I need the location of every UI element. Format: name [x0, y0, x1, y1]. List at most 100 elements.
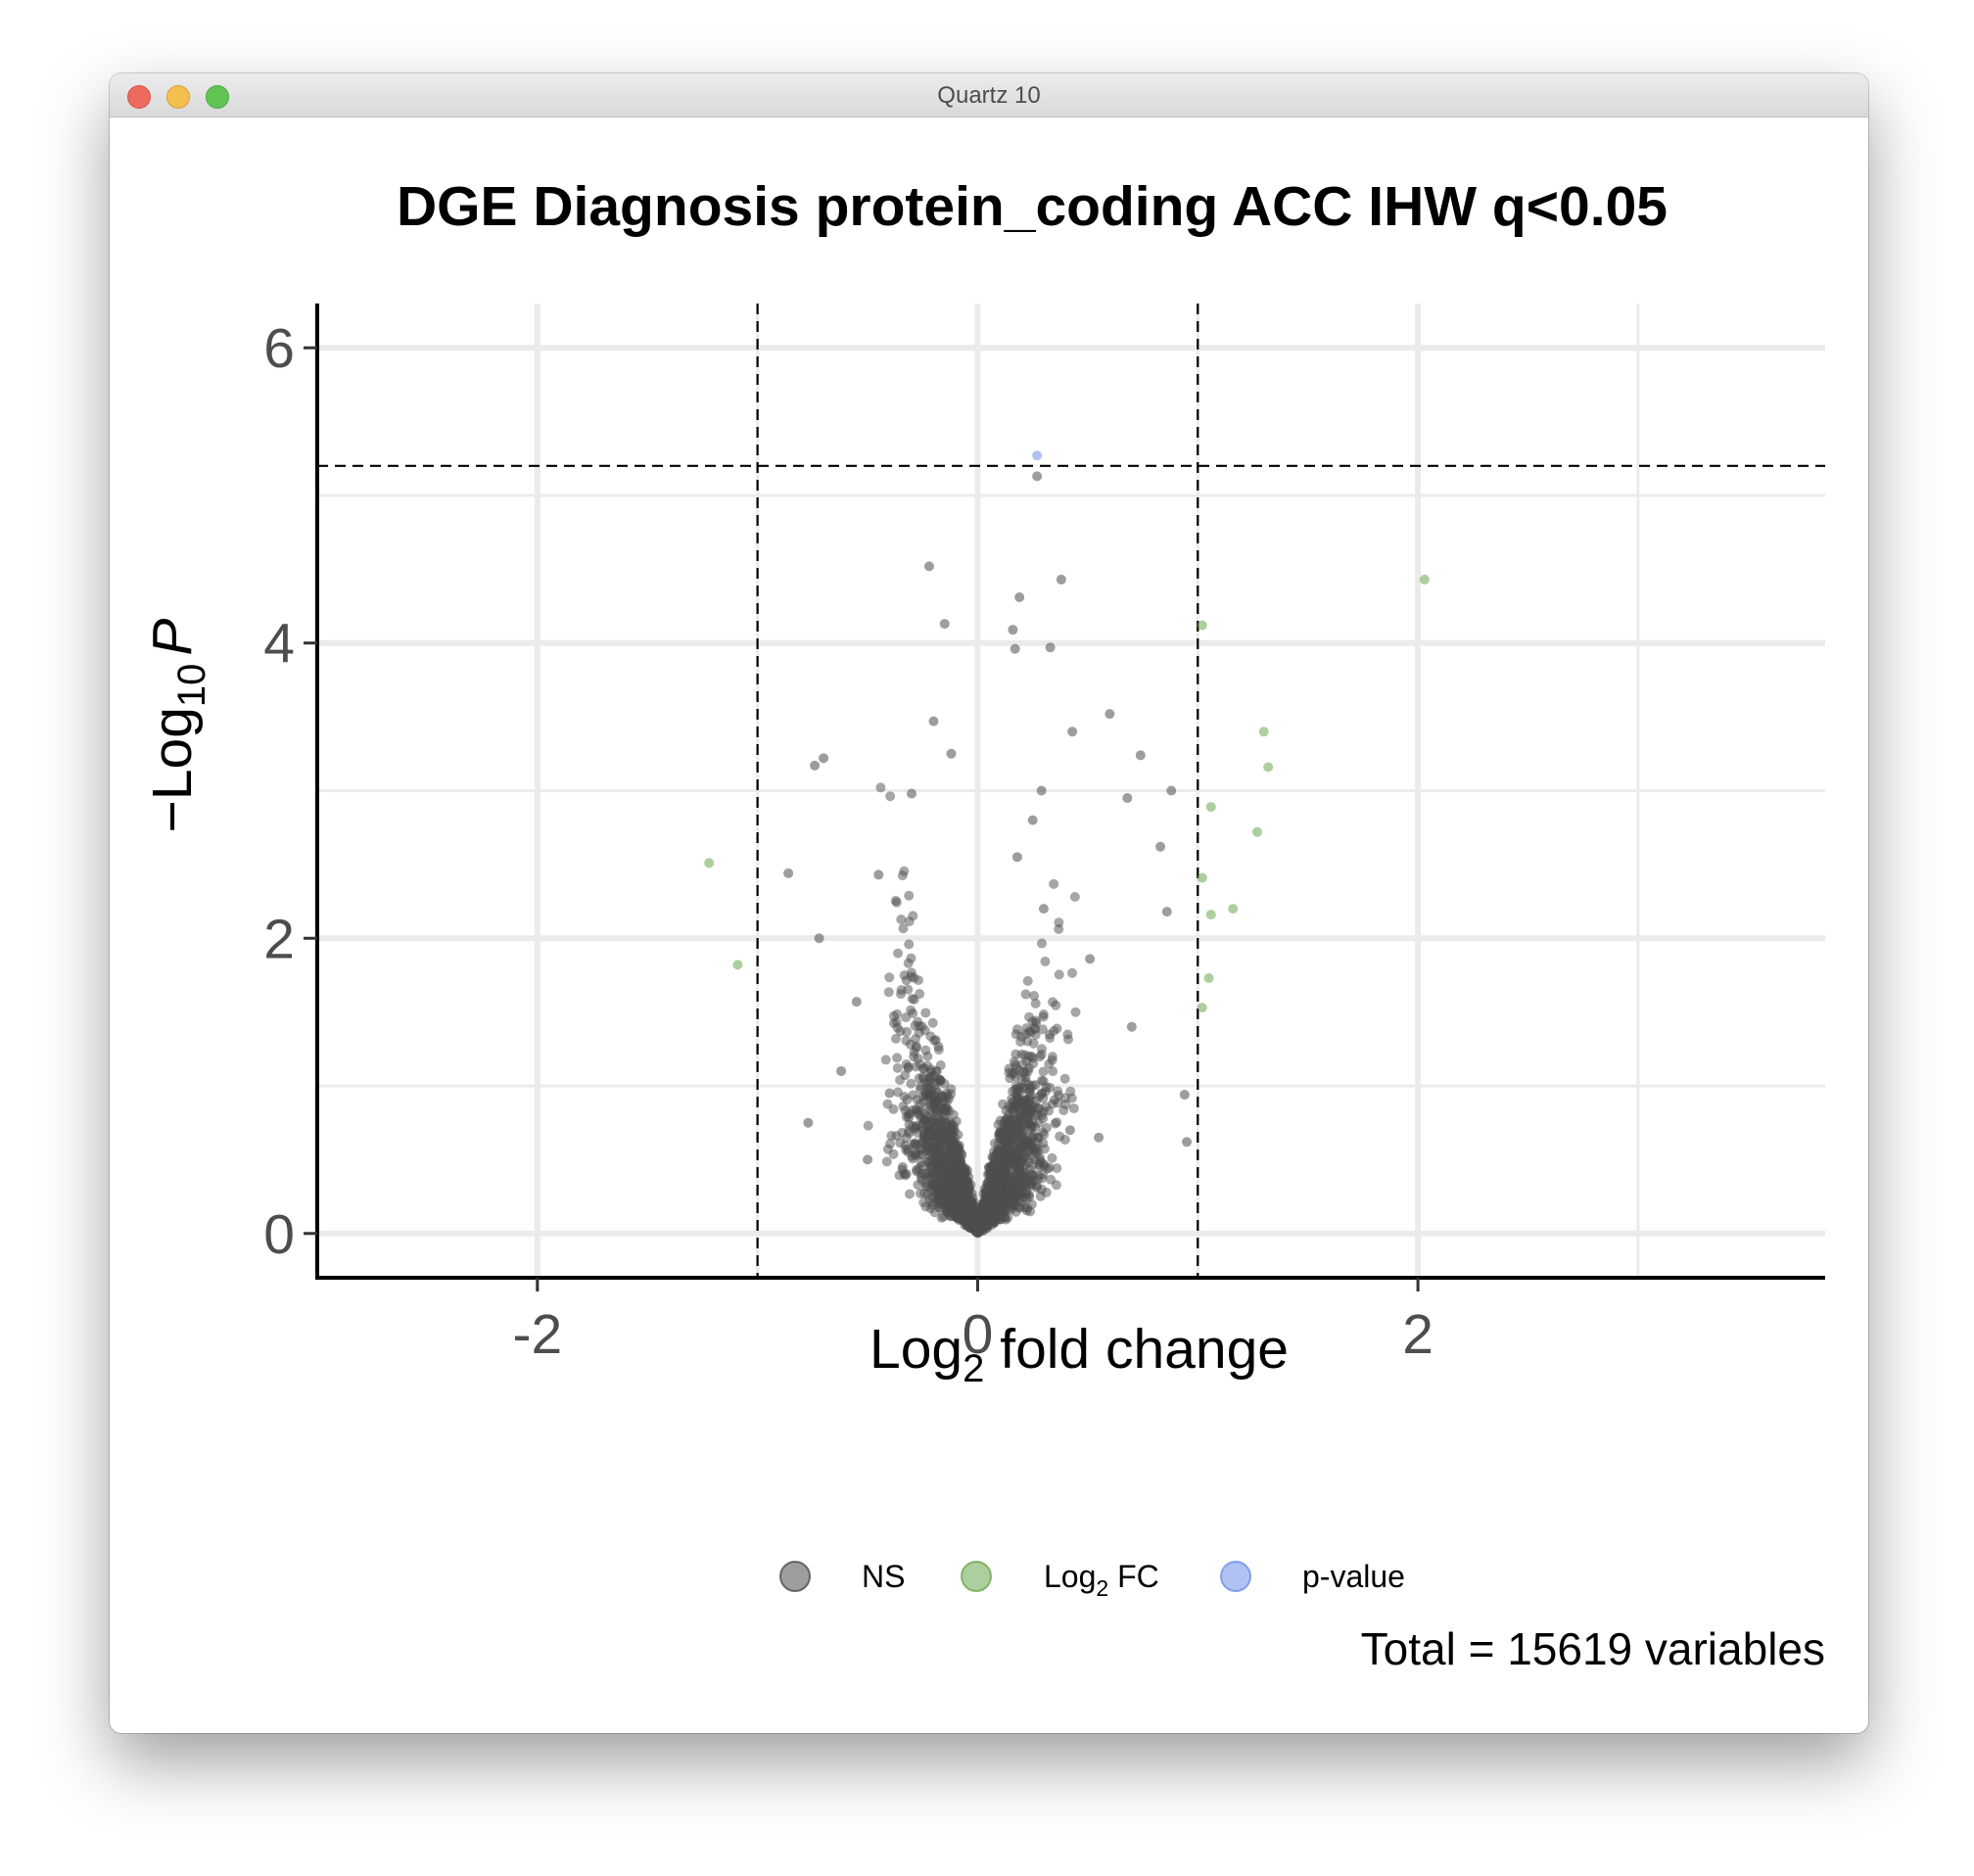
- minimize-button[interactable]: [166, 85, 190, 109]
- ns-point: [1135, 750, 1146, 761]
- ns-point: [1033, 1102, 1044, 1113]
- zoom-button[interactable]: [206, 85, 229, 109]
- ns-point: [904, 939, 915, 950]
- ns-point: [1009, 1056, 1019, 1067]
- log2fc-point: [704, 858, 715, 868]
- ns-point: [923, 561, 934, 572]
- ns-point: [1001, 1105, 1011, 1116]
- ns-point: [920, 1045, 931, 1055]
- ns-point: [920, 1177, 931, 1188]
- ns-point: [941, 1170, 952, 1181]
- ns-point: [960, 1187, 970, 1197]
- ns-point: [1036, 938, 1047, 949]
- ns-point: [905, 1108, 916, 1119]
- ns-point: [1054, 924, 1064, 935]
- ns-point: [1038, 1169, 1049, 1180]
- ns-point: [915, 989, 925, 1000]
- volcano-plot: DGE Diagnosis protein_coding ACC IHW q<0…: [141, 175, 1825, 1674]
- ns-point: [923, 1150, 934, 1161]
- ns-point: [919, 1025, 930, 1036]
- ns-point: [922, 1111, 933, 1122]
- ns-point: [916, 1138, 927, 1149]
- close-button[interactable]: [127, 85, 151, 109]
- ns-point: [905, 1189, 916, 1199]
- ns-point: [1064, 1125, 1075, 1136]
- ns-point: [903, 1061, 914, 1072]
- y-tick-label: 0: [263, 1203, 295, 1266]
- ns-point: [1001, 1144, 1011, 1154]
- ns-point: [881, 1156, 892, 1167]
- ns-point: [1017, 1126, 1028, 1137]
- x-tick-label: -2: [512, 1303, 562, 1366]
- ns-point: [947, 1190, 958, 1200]
- ns-point: [1029, 991, 1040, 1002]
- ns-point: [1001, 1204, 1011, 1215]
- log2fc-point: [1197, 620, 1207, 631]
- ns-point: [890, 1033, 901, 1044]
- ns-point: [1051, 1180, 1061, 1191]
- ns-point: [1038, 1066, 1049, 1077]
- legend-label: Log2 FC: [1044, 1559, 1159, 1601]
- ns-point: [892, 1053, 903, 1063]
- ns-point: [944, 1116, 955, 1127]
- ns-point: [1047, 1099, 1058, 1109]
- ns-point: [1182, 1137, 1193, 1148]
- ns-point: [891, 897, 902, 908]
- legend-label: p-value: [1302, 1559, 1405, 1594]
- ns-point: [1038, 1011, 1049, 1022]
- ns-point: [863, 1120, 873, 1131]
- ns-point: [933, 1041, 944, 1052]
- ns-point: [1034, 1159, 1045, 1170]
- ns-point: [836, 1065, 847, 1076]
- legend: NS Log2 FC p-value: [779, 1559, 1405, 1601]
- ns-point: [1020, 1076, 1031, 1087]
- ns-point: [923, 1077, 934, 1088]
- ns-point: [1010, 1149, 1020, 1160]
- ns-point: [1059, 1073, 1070, 1084]
- ns-point: [929, 1123, 940, 1134]
- ns-point: [909, 1047, 919, 1057]
- ns-point: [884, 972, 895, 983]
- ns-point: [1021, 1202, 1032, 1213]
- ns-point: [1028, 1175, 1039, 1186]
- ns-point: [1015, 1036, 1026, 1047]
- legend-label: NS: [862, 1559, 905, 1594]
- ns-point: [1022, 1066, 1033, 1077]
- y-tick-label: 2: [263, 908, 295, 970]
- x-axis-label: Log2 fold change: [870, 1318, 1289, 1390]
- ns-point: [899, 866, 910, 876]
- ns-point: [940, 1161, 951, 1172]
- ns-point: [1085, 954, 1096, 964]
- ns-point: [892, 1087, 903, 1098]
- ns-point: [946, 748, 957, 759]
- plot-window: Quartz 10 DGE Diagnosis protein_coding A…: [110, 73, 1868, 1733]
- log2fc-point: [732, 960, 743, 970]
- log2fc-point: [1205, 802, 1216, 813]
- ns-point: [901, 1035, 912, 1046]
- ns-point: [946, 1143, 957, 1153]
- ns-point: [1047, 1152, 1058, 1163]
- ns-point: [934, 1152, 945, 1163]
- log2fc-point: [1205, 910, 1216, 920]
- ns-point: [1021, 1194, 1032, 1204]
- ns-point: [803, 1117, 814, 1128]
- ns-point: [981, 1183, 992, 1194]
- log2fc-point: [1263, 762, 1274, 773]
- y-axis-label: −Log10P: [141, 619, 213, 833]
- ns-point: [1038, 904, 1049, 915]
- ns-point: [1126, 1021, 1137, 1032]
- window-titlebar[interactable]: Quartz 10: [110, 73, 1868, 117]
- x-tick-label: 2: [1402, 1303, 1434, 1366]
- ns-point: [1070, 1007, 1081, 1017]
- ns-point: [993, 1119, 1004, 1130]
- ns-point: [1048, 997, 1058, 1008]
- ns-point: [918, 1063, 929, 1074]
- ns-point: [863, 1154, 873, 1165]
- ns-point: [1040, 1086, 1051, 1097]
- legend-key: [1220, 1561, 1251, 1592]
- ns-point: [882, 1099, 893, 1109]
- ns-point: [888, 1010, 899, 1021]
- ns-point: [940, 1131, 951, 1142]
- ns-point: [810, 760, 821, 771]
- ns-point: [973, 1223, 984, 1234]
